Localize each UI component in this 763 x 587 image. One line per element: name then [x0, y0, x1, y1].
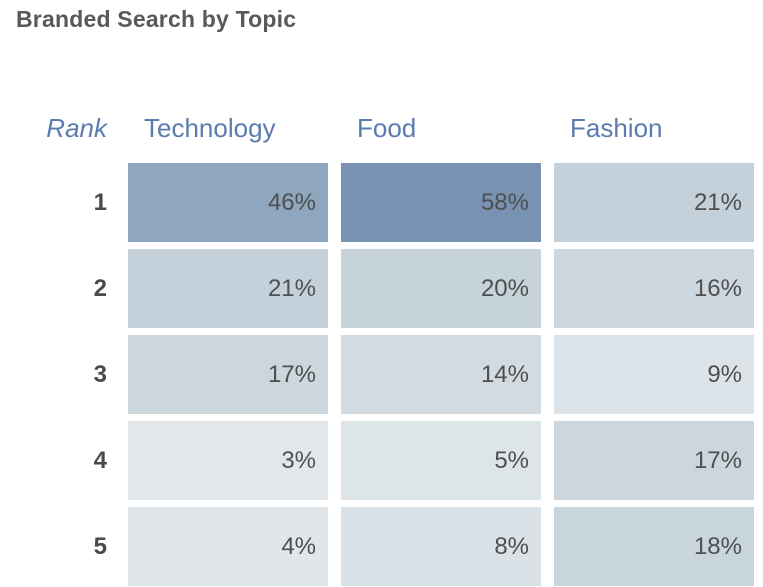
- heatmap-cell-technology-rank2[interactable]: 21%: [128, 249, 328, 328]
- heatmap-cell-food-rank2[interactable]: 20%: [341, 249, 541, 328]
- heatmap-cell-technology-rank3[interactable]: 17%: [128, 335, 328, 414]
- heatmap-cell-technology-rank1[interactable]: 46%: [128, 163, 328, 242]
- column-header-technology: Technology: [144, 112, 276, 143]
- chart-title: Branded Search by Topic: [16, 6, 297, 32]
- rank-label-3: 3: [93, 360, 107, 388]
- heatmap-cell-fashion-rank4[interactable]: 17%: [554, 421, 754, 500]
- column-header-fashion: Fashion: [570, 112, 663, 143]
- heatmap-cell-food-rank1[interactable]: 58%: [341, 163, 541, 242]
- rank-label-1: 1: [93, 188, 107, 216]
- column-header-rank: Rank: [46, 112, 107, 143]
- heatmap-cell-fashion-rank2[interactable]: 16%: [554, 249, 754, 328]
- column-header-food: Food: [357, 112, 417, 143]
- heatmap-cell-fashion-rank3[interactable]: 9%: [554, 335, 754, 414]
- heatmap-cell-food-rank5[interactable]: 8%: [341, 507, 541, 586]
- heatmap-cell-technology-rank5[interactable]: 4%: [128, 507, 328, 586]
- rank-label-2: 2: [93, 274, 107, 302]
- heatmap-cell-fashion-rank5[interactable]: 18%: [554, 507, 754, 586]
- heatmap-cell-food-rank4[interactable]: 5%: [341, 421, 541, 500]
- heatmap-cell-food-rank3[interactable]: 14%: [341, 335, 541, 414]
- rank-label-4: 4: [93, 446, 107, 474]
- highlight-table: Rank Technology Food Fashion 1 46% 58% 2…: [0, 100, 754, 586]
- heatmap-cell-technology-rank4[interactable]: 3%: [128, 421, 328, 500]
- heatmap-cell-fashion-rank1[interactable]: 21%: [554, 163, 754, 242]
- rank-label-5: 5: [93, 532, 107, 560]
